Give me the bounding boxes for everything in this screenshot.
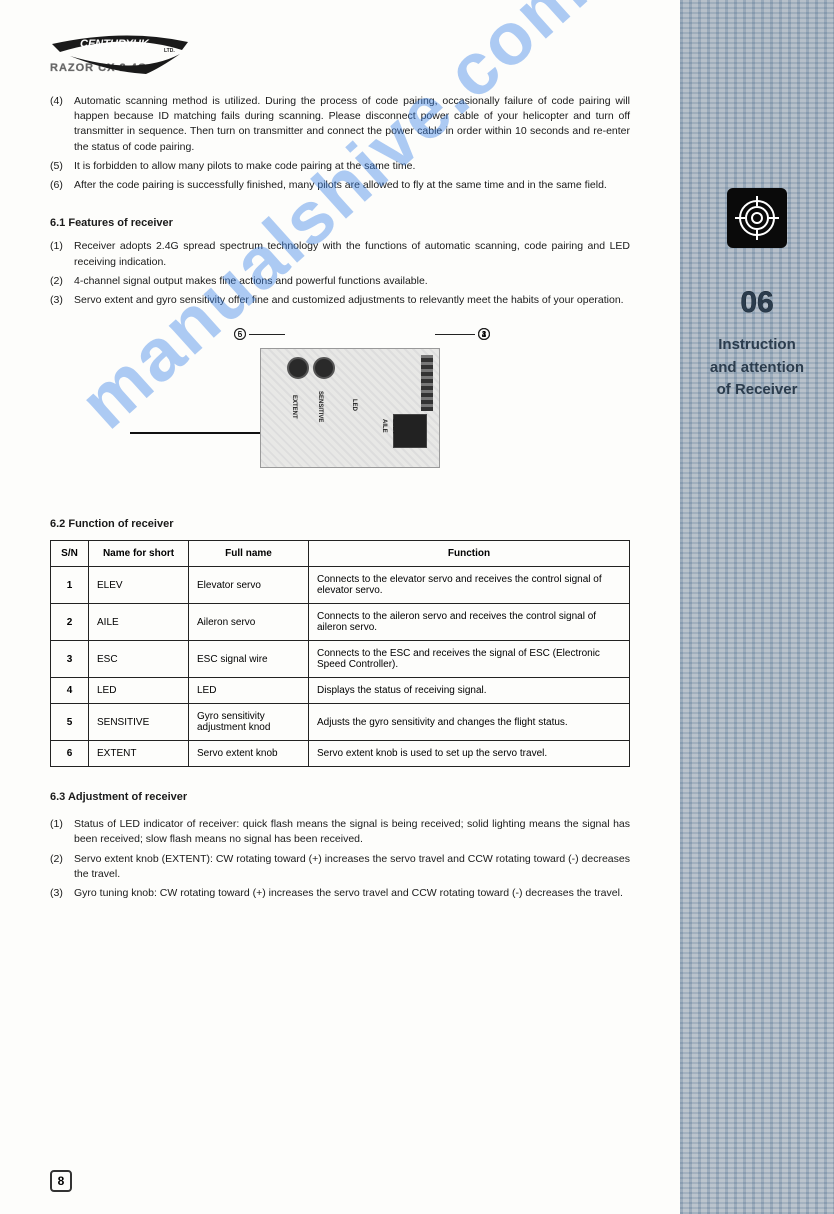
- table-row: 5SENSITIVEGyro sensitivity adjustment kn…: [51, 704, 630, 741]
- section-heading-63: 6.3 Adjustment of receiver: [50, 791, 630, 803]
- list-item: (2) Servo extent knob (EXTENT): CW rotat…: [50, 852, 630, 882]
- section-heading-61: 6.1 Features of receiver: [50, 217, 630, 229]
- table-row: 6EXTENTServo extent knobServo extent kno…: [51, 741, 630, 767]
- pcb-board: EXTENT SENSITIVE LED AILE ELEV: [260, 348, 440, 468]
- list-item: (4)Automatic scanning method is utilized…: [50, 94, 630, 155]
- table-row: 2AILEAileron servoConnects to the ailero…: [51, 604, 630, 641]
- list-item: (1)Receiver adopts 2.4G spread spectrum …: [50, 239, 630, 269]
- list-item: (2)4-channel signal output makes fine ac…: [50, 274, 630, 289]
- list-item: (1)Status of LED indicator of receiver: …: [50, 817, 630, 847]
- sec63-list: (1)Status of LED indicator of receiver: …: [50, 817, 630, 901]
- intro-list: (4)Automatic scanning method is utilized…: [50, 94, 630, 193]
- pin-header: [421, 355, 433, 411]
- receiver-function-table: S/N Name for short Full name Function 1E…: [50, 540, 630, 767]
- knob-sensitive: [313, 357, 335, 379]
- page-number: 8: [50, 1170, 72, 1192]
- svg-text:LTD.: LTD.: [164, 48, 175, 54]
- logo-block: CENTURYUK LTD. RAZOR CX 2.4G: [50, 30, 630, 74]
- list-item: (6)After the code pairing is successfull…: [50, 178, 630, 193]
- connector-block: [393, 414, 427, 448]
- target-icon: [727, 188, 787, 248]
- table-header-row: S/N Name for short Full name Function: [51, 541, 630, 567]
- manual-page: CENTURYUK LTD. RAZOR CX 2.4G (4)Automati…: [0, 0, 680, 1214]
- chapter-number: 06: [680, 286, 834, 320]
- table-row: 4LEDLEDDisplays the status of receiving …: [51, 678, 630, 704]
- table-row: 3ESCESC signal wireConnects to the ESC a…: [51, 641, 630, 678]
- list-item: (3)Gyro tuning knob: CW rotating toward …: [50, 886, 630, 901]
- list-item: (5)It is forbidden to allow many pilots …: [50, 159, 630, 174]
- sec61-list: (1)Receiver adopts 2.4G spread spectrum …: [50, 239, 630, 308]
- receiver-diagram: EXTENT SENSITIVE LED AILE ELEV 5 6 4 3 2…: [190, 328, 490, 488]
- chapter-sidebar: 06 Instruction and attention of Receiver: [680, 0, 834, 1214]
- knob-extent: [287, 357, 309, 379]
- table-row: 1ELEVElevator servoConnects to the eleva…: [51, 567, 630, 604]
- chapter-title: Instruction and attention of Receiver: [680, 334, 834, 402]
- svg-text:CENTURYUK: CENTURYUK: [80, 38, 150, 50]
- antenna-wire: [130, 432, 260, 434]
- list-item: (3)Servo extent and gyro sensitivity off…: [50, 293, 630, 308]
- section-heading-62: 6.2 Function of receiver: [50, 518, 630, 530]
